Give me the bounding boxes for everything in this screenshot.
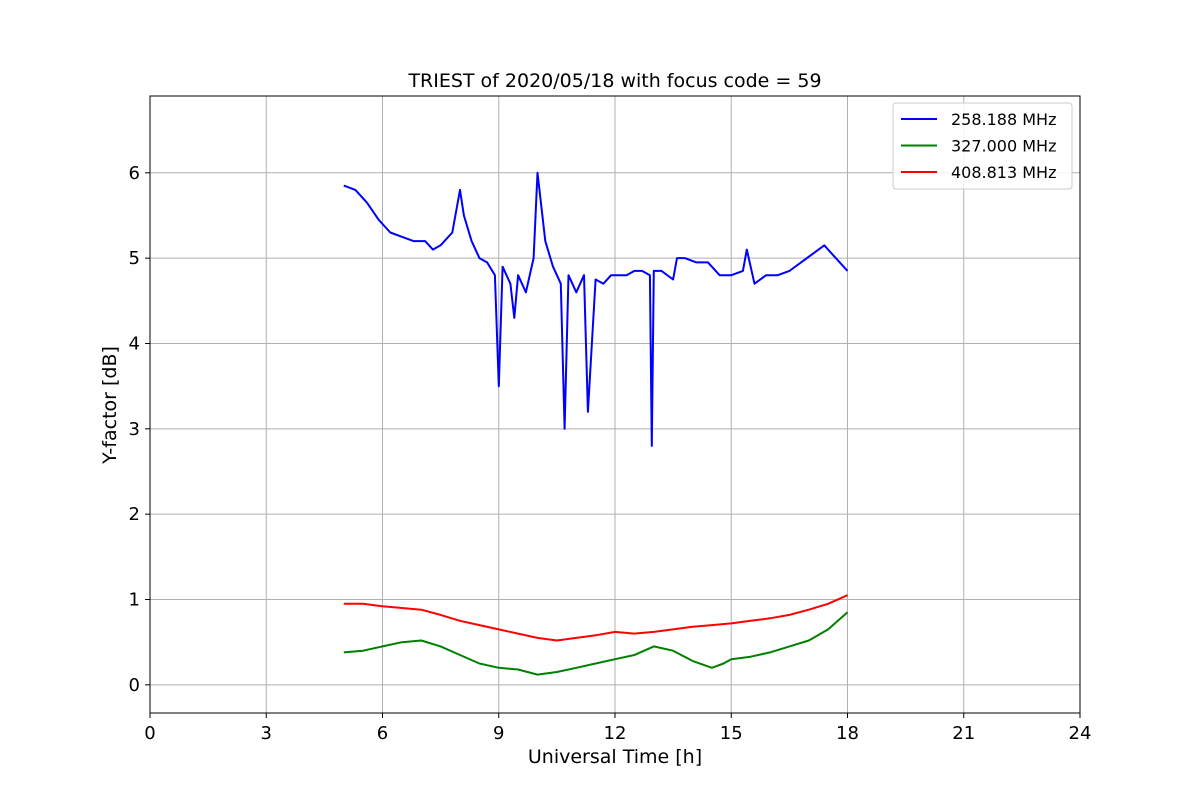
y-tick-label: 2 [129, 504, 140, 525]
series-line-3 [343, 594, 848, 642]
y-tick-label: 5 [129, 248, 140, 269]
x-tick-label: 15 [720, 723, 743, 744]
x-tick-label: 9 [493, 723, 504, 744]
y-axis-label: Y-factor [dB] [99, 346, 121, 465]
series-line-1 [343, 171, 849, 447]
y-tick-label: 3 [129, 419, 140, 440]
legend-label-1: 258.188 MHz [951, 110, 1056, 129]
x-axis-label: Universal Time [h] [528, 746, 702, 768]
y-tick-label: 6 [129, 163, 140, 184]
grid [149, 96, 1081, 713]
x-axis: 0 3 6 9 12 15 18 21 24 [144, 713, 1091, 744]
series-line-2 [343, 611, 849, 676]
legend-label-2: 327.000 MHz [951, 137, 1056, 156]
y-axis: 0 1 2 3 4 5 6 [129, 163, 150, 696]
y-tick-label: 0 [129, 675, 140, 696]
x-tick-label: 18 [836, 723, 859, 744]
chart-title: TRIEST of 2020/05/18 with focus code = 5… [407, 70, 821, 92]
legend-box [892, 102, 1073, 190]
x-tick-label: 3 [261, 723, 272, 744]
x-tick-label: 12 [604, 723, 627, 744]
legend: 258.188 MHz 327.000 MHz 408.813 MHz [892, 102, 1073, 190]
x-tick-label: 0 [144, 723, 155, 744]
x-tick-label: 6 [377, 723, 388, 744]
legend-label-3: 408.813 MHz [951, 163, 1056, 182]
x-tick-label: 24 [1069, 723, 1092, 744]
y-tick-label: 1 [129, 589, 140, 610]
series-layer [343, 171, 849, 676]
y-tick-label: 4 [129, 333, 140, 354]
x-tick-label: 21 [952, 723, 975, 744]
